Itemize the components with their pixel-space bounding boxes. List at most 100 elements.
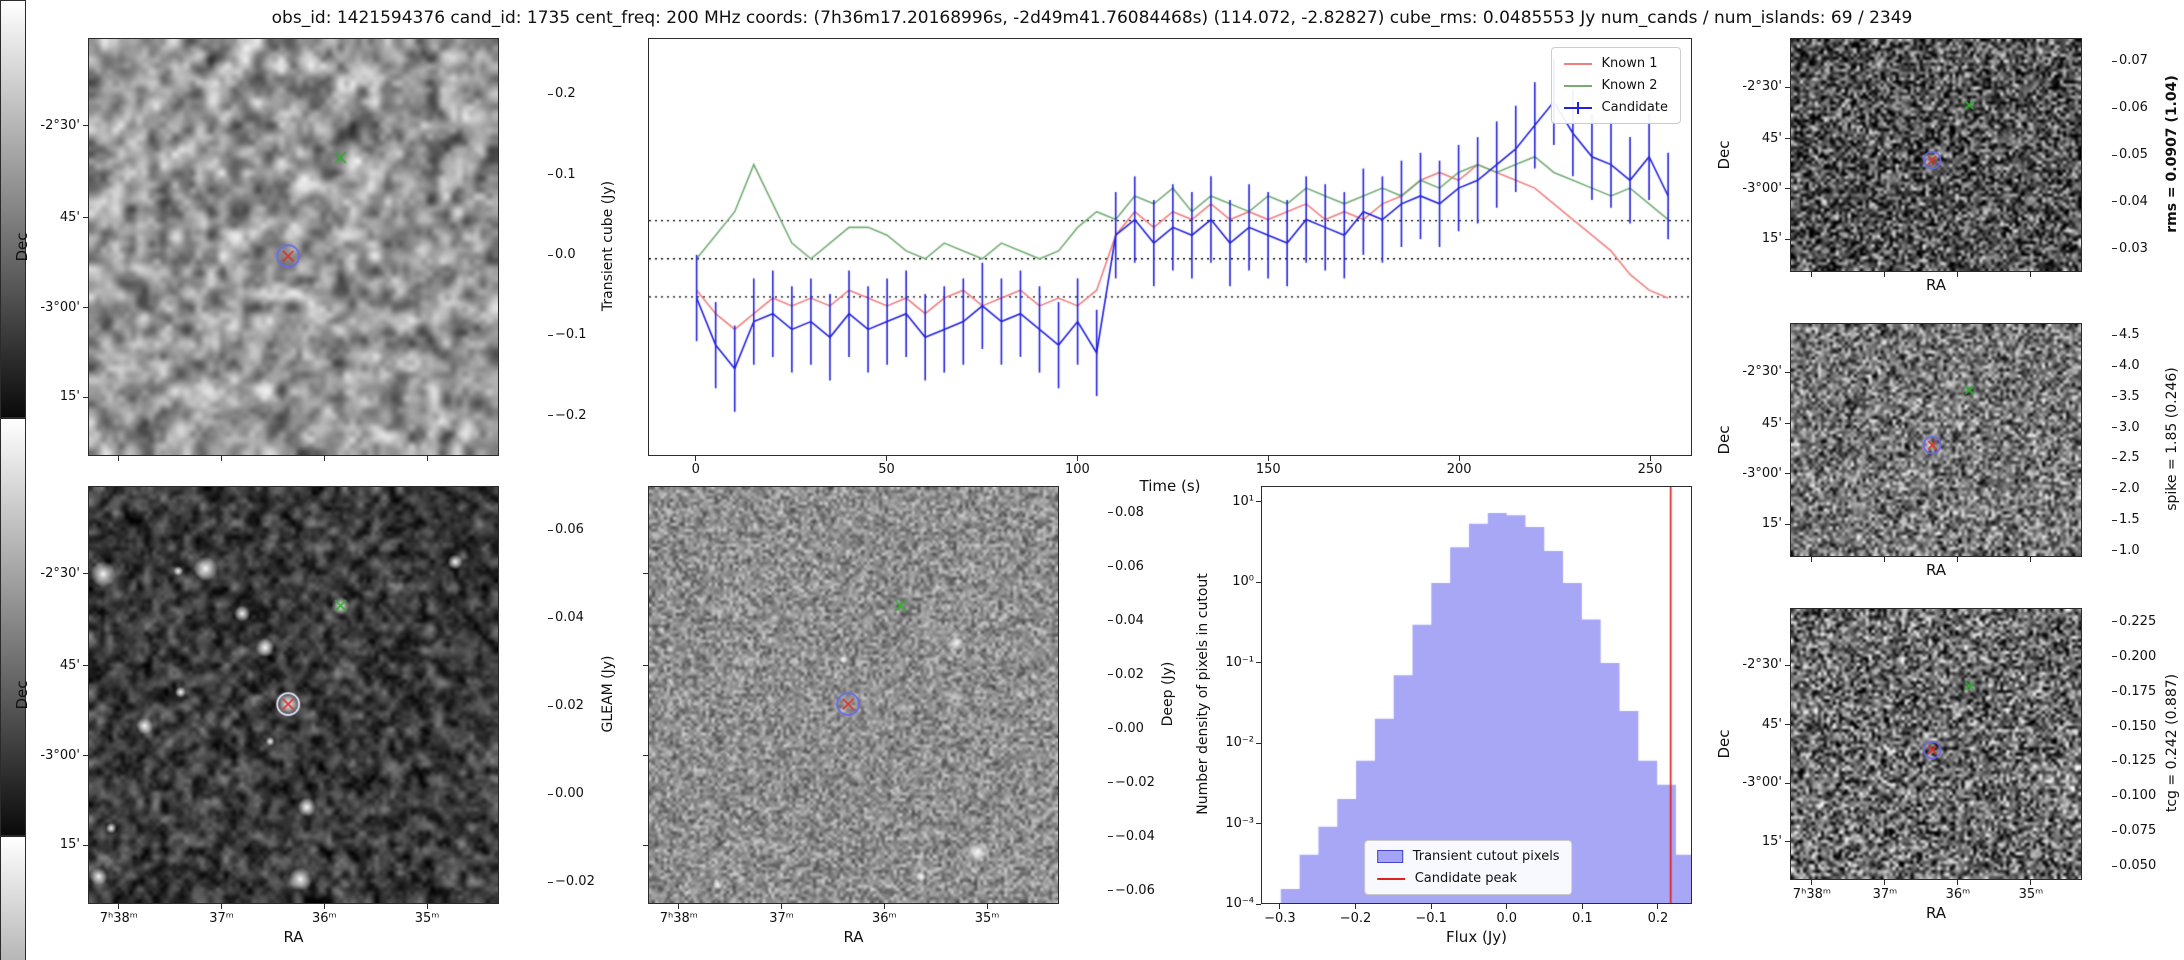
colorbar-tick-label: 0.100	[2119, 788, 2157, 804]
dec-tick-label: -2°30'	[40, 117, 80, 133]
density-tick-label: 10¹	[1232, 493, 1254, 509]
colorbar-tick-label: 0.150	[2119, 718, 2157, 734]
axis-tick	[118, 904, 120, 909]
gleam-cutout-panel	[88, 486, 499, 904]
colorbar-tick	[548, 793, 553, 795]
colorbar-tick	[2112, 656, 2117, 658]
density-tick-label: 10⁰	[1232, 574, 1254, 590]
axis-tick	[221, 904, 223, 909]
colorbar-tick-label: 0.06	[555, 522, 584, 537]
colorbar-tick	[1108, 512, 1113, 514]
colorbar-tick-label: 0.00	[1115, 720, 1144, 736]
legend-label-candidate: Candidate	[1601, 100, 1668, 115]
tcg-map-image	[1791, 609, 2081, 879]
dec-tick-label: 45'	[1761, 716, 1782, 732]
axis-tick	[643, 665, 648, 667]
colorbar-tick-label: 0.125	[2119, 753, 2157, 769]
colorbar-tick-label: 0.200	[2119, 648, 2157, 664]
axis-tick	[1811, 557, 1813, 562]
colorbar-tick	[1108, 674, 1113, 676]
colorbar-tick	[2112, 365, 2117, 367]
dec-tick-label: 45'	[59, 209, 80, 225]
axis-tick	[83, 573, 88, 575]
dec-tick-label: -3°00'	[40, 299, 80, 315]
colorbar-label-gleam: GLEAM (Jy)	[600, 655, 616, 733]
axis-tick	[83, 665, 88, 667]
colorbar-tick	[2112, 248, 2117, 250]
colorbar-tick-label: 0.2	[555, 86, 576, 102]
flux-tick-label: −0.2	[1339, 911, 1372, 926]
legend-label-candidate-peak: Candidate peak	[1414, 871, 1518, 886]
axis-tick	[1458, 456, 1460, 461]
axis-tick	[1785, 664, 1790, 666]
dec-axis-label: Dec	[1715, 729, 1733, 759]
colorbar-tick-label: 0.04	[2119, 193, 2148, 209]
axis-tick	[1957, 557, 1959, 562]
colorbar-tick	[548, 254, 553, 256]
colorbar-gleam	[0, 418, 26, 836]
dec-tick-label: -2°30'	[40, 565, 80, 581]
axis-tick	[1430, 904, 1432, 909]
rms-map-image	[1791, 39, 2081, 271]
colorbar-tick	[2112, 427, 2117, 429]
colorbar-tick-label: 0.03	[2119, 240, 2148, 256]
figure-title: obs_id: 1421594376 cand_id: 1735 cent_fr…	[271, 8, 1913, 28]
dec-tick-label: 15'	[1761, 231, 1782, 247]
colorbar-transient	[0, 0, 26, 418]
known-2-line-swatch	[1563, 79, 1592, 93]
flux-histogram-plot	[1262, 487, 1691, 903]
axis-tick	[643, 573, 648, 575]
dec-tick-label: -2°30'	[1742, 79, 1782, 95]
colorbar-tick-label: 0.06	[1115, 558, 1144, 574]
density-tick-label: 10⁻¹	[1225, 654, 1254, 670]
ra-tick-label: 7ʰ38ᵐ	[99, 911, 138, 926]
axis-tick	[1256, 501, 1261, 503]
colorbar-tick-label: −0.04	[1115, 828, 1155, 844]
colorbar-tick	[2112, 550, 2117, 552]
axis-tick	[426, 456, 428, 461]
axis-tick	[678, 904, 680, 909]
time-tick-label: 100	[1065, 462, 1090, 477]
legend-entry-known-2: Known 2	[1563, 78, 1668, 93]
spike-map-cutout-panel	[1790, 323, 2082, 557]
colorbar-tick	[2112, 691, 2117, 693]
ra-tick-label: 35ᵐ	[974, 911, 1000, 926]
axis-tick	[883, 904, 885, 909]
colorbar-tick	[548, 334, 553, 336]
candidate-peak-swatch	[1376, 872, 1405, 886]
axis-tick	[1256, 742, 1261, 744]
colorbar-tick	[2112, 107, 2117, 109]
colorbar-label-transient: Transient cube (Jy)	[600, 180, 616, 312]
axis-tick	[1657, 904, 1659, 909]
axis-tick	[1785, 188, 1790, 190]
ra-tick-label: 36ᵐ	[871, 911, 897, 926]
legend-entry-candidate-peak: Candidate peak	[1376, 871, 1560, 886]
colorbar-tick	[2112, 865, 2117, 867]
axis-tick	[643, 844, 648, 846]
known-1-line-sample	[1563, 62, 1592, 65]
colorbar-tick	[1108, 890, 1113, 892]
colorbar-tick-label: 2.5	[2119, 450, 2140, 466]
ra-tick-label: 37ᵐ	[769, 911, 794, 926]
axis-tick	[1785, 423, 1790, 425]
axis-tick	[1279, 904, 1281, 909]
deep-image-cutout-panel	[648, 486, 1059, 904]
colorbar-tick	[2112, 154, 2117, 156]
dec-tick-label: -3°00'	[1742, 465, 1782, 481]
axis-tick	[83, 396, 88, 398]
colorbar-label-deep: Deep (Jy)	[1160, 661, 1176, 727]
colorbar-tick-label: −0.02	[555, 874, 595, 889]
colorbar-tick	[548, 529, 553, 531]
colorbar-tick	[2112, 488, 2117, 490]
lightcurve-legend: Known 1 Known 2 Candidate	[1550, 47, 1681, 124]
time-tick-label: 250	[1637, 462, 1663, 477]
colorbar-tick-label: 4.5	[2119, 327, 2140, 343]
colorbar-tick	[2112, 457, 2117, 459]
axis-tick	[83, 755, 88, 757]
dec-axis-label: Dec	[13, 680, 31, 710]
dec-tick-label: 45'	[1761, 130, 1782, 146]
ra-tick-label: 36ᵐ	[1945, 887, 1971, 902]
dec-axis-label: Dec	[13, 232, 31, 262]
colorbar-tick	[1108, 620, 1113, 622]
axis-tick	[781, 904, 783, 909]
